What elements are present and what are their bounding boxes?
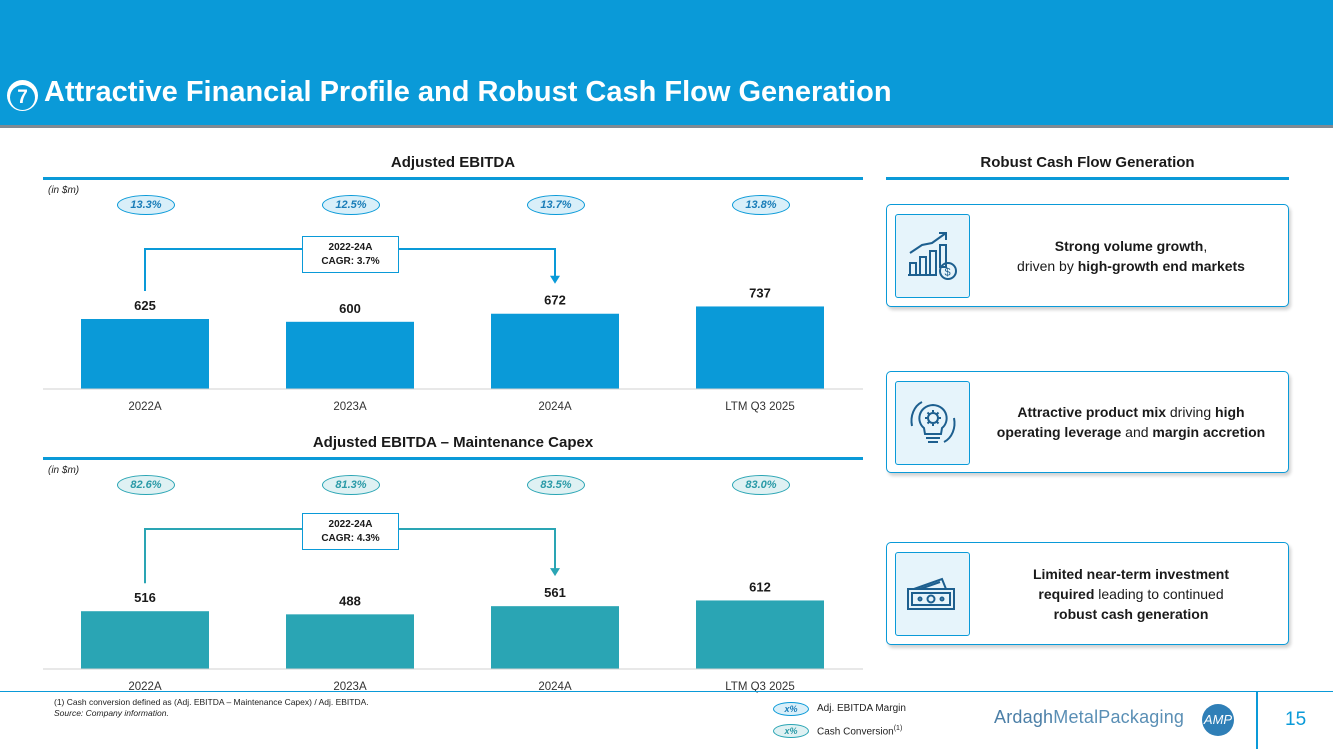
legend-margin-label: Adj. EBITDA Margin (817, 703, 906, 714)
company-logo-mark: AMP (1202, 704, 1234, 736)
chart2-cagr-value: CAGR: 4.3% (321, 533, 380, 544)
bar-value-label: 737 (749, 285, 771, 300)
cashflow-card-investment-text: Limited near-term investment required le… (982, 543, 1280, 644)
card3-line2-rest: leading to continued (1094, 585, 1224, 602)
svg-text:$: $ (945, 267, 951, 279)
section-number-badge: 7 (7, 80, 38, 111)
legend-conversion-symbol: x% (773, 724, 809, 738)
cashflow-card-mix: Attractive product mix driving high oper… (886, 371, 1289, 473)
legend-conversion-sup: (1) (893, 725, 903, 732)
cashflow-card-investment: Limited near-term investment required le… (886, 542, 1289, 645)
company-logo-text: ArdaghMetalPackaging (994, 707, 1184, 728)
footnote-1: (1) Cash conversion defined as (Adj. EBI… (54, 697, 369, 707)
chart1-cagr-period: 2022-24A (328, 242, 373, 253)
chart1-title: Adjusted EBITDA (390, 154, 516, 171)
page-title: Attractive Financial Profile and Robust … (44, 76, 892, 108)
cashflow-card-mix-text: Attractive product mix driving high oper… (982, 372, 1280, 472)
conversion-pill-2023a: 81.3% (322, 475, 380, 495)
ebitda-capex-bar-chart: 516 2022A 488 2023A 561 2024A 612 LTM Q3 2025 (43, 528, 863, 693)
chart2-cagr-box: 2022-24A CAGR: 4.3% (302, 513, 399, 550)
x-tick-label: 2023A (333, 681, 367, 693)
x-tick-label: 2024A (538, 681, 572, 693)
conversion-pill-2024a: 83.5% (527, 475, 585, 495)
cashflow-rule (886, 177, 1289, 180)
source-note: Source: Company information. (54, 708, 169, 718)
legend-conversion-label-wrap: Cash Conversion(1) (817, 725, 902, 737)
cashflow-card-volume-text: Strong volume growth, driven by high-gro… (982, 205, 1280, 306)
header-banner (0, 0, 1333, 125)
logo-part1: Ardagh (994, 707, 1054, 727)
margin-pill-2022a: 13.3% (117, 195, 175, 215)
x-tick-label: LTM Q3 2025 (725, 681, 794, 693)
conversion-pill-2022a: 82.6% (117, 475, 175, 495)
chart2-title: Adjusted EBITDA – Maintenance Capex (312, 434, 594, 451)
card1-line1-bold: Strong volume growth (1054, 237, 1204, 254)
card1-line2-bold: high-growth end markets (1077, 257, 1245, 274)
x-tick-label: 2024A (538, 401, 572, 413)
chart1-cagr-box: 2022-24A CAGR: 3.7% (302, 236, 399, 273)
card3-line3-bold: robust cash generation (1053, 605, 1209, 622)
bar-value-label: 600 (339, 301, 361, 316)
x-tick-label: 2022A (128, 681, 162, 693)
x-tick-label: 2023A (333, 401, 367, 413)
header-divider (0, 125, 1333, 128)
ebitda-bar-chart: 625 2022A 600 2023A 672 2024A 737 LTM Q3 2025 (43, 248, 863, 413)
chart1-cagr-value: CAGR: 3.7% (321, 256, 380, 267)
section-number: 7 (10, 85, 35, 110)
margin-pill-2023a: 12.5% (322, 195, 380, 215)
chart1-unit-label: (in $m) (48, 185, 80, 196)
page-number: 15 (1285, 709, 1307, 730)
card1-line2-pre: driven by (1017, 257, 1078, 274)
chart1-rule (43, 177, 863, 180)
card2-line1-bold-a: Attractive product mix (1017, 404, 1166, 420)
cashflow-card-volume: $ Strong volume growth, driven by high-g… (886, 204, 1289, 307)
card1-line1-rest: , (1203, 237, 1208, 254)
footer-vertical-divider (1256, 691, 1258, 749)
card2-line2-mid: and (1121, 424, 1153, 440)
bar-ltm-q3-2025 (696, 600, 824, 669)
bar-2024a (491, 313, 619, 389)
cashflow-title: Robust Cash Flow Generation (980, 154, 1195, 171)
legend-margin-symbol: x% (773, 702, 809, 716)
bar-value-label: 672 (544, 293, 566, 308)
bar-2023a (286, 614, 414, 669)
bar-ltm-q3-2025 (696, 306, 824, 389)
bar-2022a (81, 611, 209, 669)
bar-2023a (286, 321, 414, 389)
card2-line2-bold-b: margin accretion (1152, 424, 1266, 440)
card2-line1-mid: driving (1166, 404, 1216, 420)
growth-chart-dollar-icon: $ (895, 214, 970, 298)
bar-value-label: 516 (134, 590, 156, 605)
card2-line1-bold-b: high (1215, 404, 1245, 420)
legend-conversion-label: Cash Conversion (817, 726, 894, 738)
conversion-pill-ltm: 83.0% (732, 475, 790, 495)
chart2-unit-label: (in $m) (48, 465, 80, 476)
chart2-cagr-period: 2022-24A (328, 519, 373, 530)
cagr-arrowhead (550, 568, 560, 577)
card2-line2-bold-a: operating leverage (996, 424, 1122, 440)
bar-value-label: 561 (544, 585, 566, 600)
x-tick-label: LTM Q3 2025 (725, 401, 794, 413)
bar-2022a (81, 319, 209, 389)
banknote-icon (895, 552, 970, 636)
margin-pill-ltm: 13.8% (732, 195, 790, 215)
margin-pill-2024a: 13.7% (527, 195, 585, 215)
lightbulb-gear-icon (895, 381, 970, 465)
footer-divider (0, 691, 1333, 692)
chart2-rule (43, 457, 863, 460)
card3-line2-bold: required (1038, 585, 1095, 602)
bar-value-label: 612 (749, 579, 771, 594)
bar-value-label: 488 (339, 593, 361, 608)
x-tick-label: 2022A (128, 401, 162, 413)
bar-2024a (491, 606, 619, 669)
card3-line1-bold: Limited near-term investment (1032, 565, 1230, 582)
logo-part2: MetalPackaging (1053, 707, 1185, 727)
bar-value-label: 625 (134, 298, 156, 313)
cagr-arrowhead (550, 275, 560, 284)
footnote: (1) Cash conversion defined as (Adj. EBI… (54, 697, 369, 719)
